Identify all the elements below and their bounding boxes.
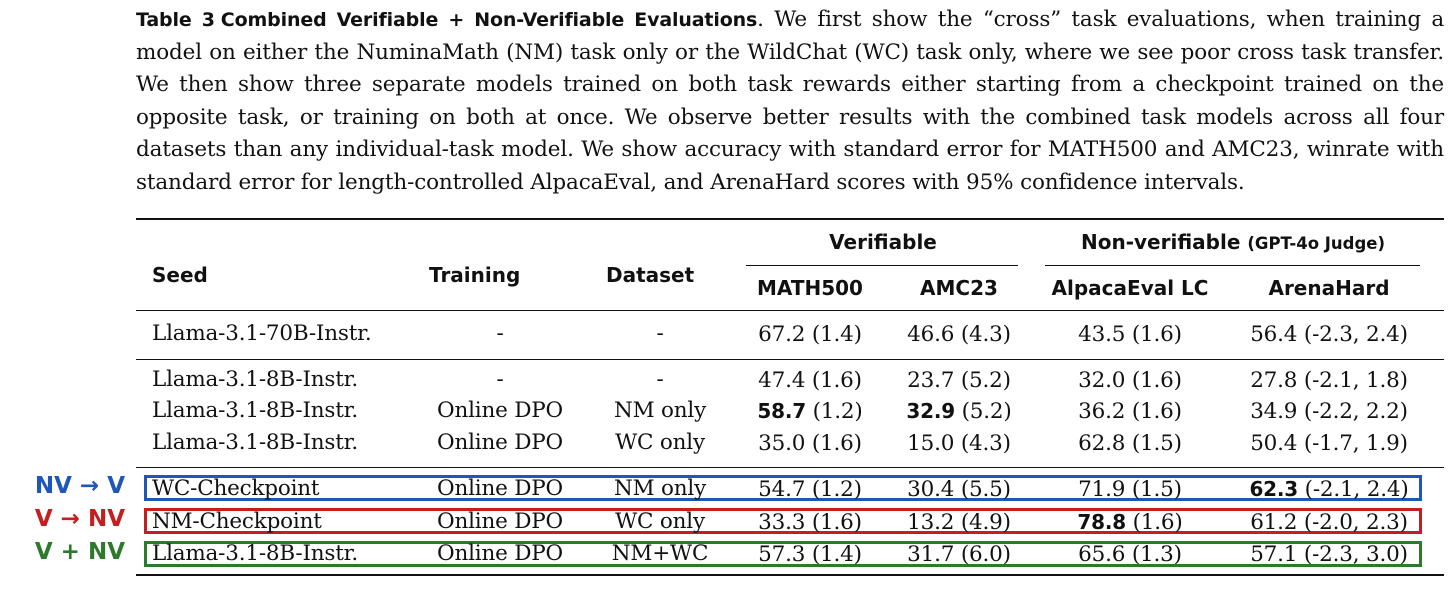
row-0-math500: 67.2 (1.4) — [758, 322, 862, 347]
header-group-nonverifiable-text: Non-verifiable — [1080, 230, 1241, 254]
row-3-dataset: WC only — [615, 430, 705, 455]
row-5-math500: 33.3 (1.6) — [758, 510, 862, 535]
header-alpacaeval: AlpacaEval LC — [1051, 276, 1209, 300]
row-4-dataset: NM only — [613, 476, 707, 501]
header-amc23: AMC23 — [920, 276, 998, 300]
row-5-amc23: 13.2 (4.9) — [907, 510, 1011, 535]
row-1-math500: 47.4 (1.6) — [758, 368, 862, 393]
row-2-dataset: NM only — [613, 398, 707, 423]
header-bottom-rule — [136, 310, 1444, 311]
row-1-amc23: 23.7 (5.2) — [907, 368, 1011, 393]
header-group-verifiable: Verifiable — [829, 230, 937, 254]
table-top-rule — [136, 218, 1444, 220]
row-4-arenahard-best: 62.3 — [1249, 477, 1299, 501]
row-6-arenahard: 57.1 (-2.3, 3.0) — [1250, 542, 1408, 567]
group-rule-2 — [136, 467, 1444, 468]
row-6-alpacaeval: 65.6 (1.3) — [1078, 542, 1182, 567]
header-group-nonverifiable-sub: (GPT-4o Judge) — [1247, 234, 1386, 253]
row-3-arenahard: 50.4 (-1.7, 1.9) — [1250, 431, 1408, 456]
row-2-training: Online DPO — [437, 398, 563, 423]
row-3-math500: 35.0 (1.6) — [758, 431, 862, 456]
row-3-amc23: 15.0 (4.3) — [907, 431, 1011, 456]
row-3-training: Online DPO — [437, 430, 563, 455]
row-4-arenahard: 62.3 (-2.1, 2.4) — [1249, 477, 1409, 502]
row-0-training: - — [496, 321, 504, 346]
header-math500: MATH500 — [757, 276, 863, 300]
nonverifiable-subrule — [1045, 265, 1420, 266]
row-6-dataset: NM+WC — [611, 541, 709, 566]
row-2-seed: Llama-3.1-8B-Instr. — [152, 398, 359, 423]
row-6-math500: 57.3 (1.4) — [758, 542, 862, 567]
header-arenahard: ArenaHard — [1268, 276, 1390, 300]
row-5-arenahard: 61.2 (-2.0, 2.3) — [1250, 510, 1408, 535]
row-6-training: Online DPO — [437, 541, 563, 566]
side-label-v-plus-nv: V + NV — [34, 539, 125, 565]
row-4-amc23: 30.4 (5.5) — [907, 477, 1011, 502]
row-1-alpacaeval: 32.0 (1.6) — [1078, 368, 1182, 393]
header-training: Training — [429, 263, 521, 287]
row-2-arenahard: 34.9 (-2.2, 2.2) — [1250, 399, 1408, 424]
header-group-nonverifiable: Non-verifiable (GPT-4o Judge) — [1081, 230, 1385, 254]
row-5-alpacaeval-best: 78.8 — [1077, 510, 1126, 534]
row-5-seed: NM-Checkpoint — [152, 509, 322, 534]
row-4-alpacaeval: 71.9 (1.5) — [1078, 477, 1182, 502]
row-0-seed: Llama-3.1-70B-Instr. — [152, 321, 372, 346]
row-6-seed: Llama-3.1-8B-Instr. — [152, 541, 359, 566]
row-5-dataset: WC only — [615, 509, 705, 534]
row-4-math500: 54.7 (1.2) — [758, 477, 862, 502]
row-6-amc23: 31.7 (6.0) — [907, 542, 1011, 567]
row-1-dataset: - — [656, 367, 664, 392]
side-label-nv-to-v: NV → V — [34, 473, 125, 499]
row-2-amc23: 32.9 (5.2) — [906, 399, 1012, 424]
row-2-math500-best: 58.7 — [757, 399, 806, 423]
table-bottom-rule — [136, 574, 1444, 576]
caption-text: . We first show the “cross” task evaluat… — [136, 7, 1445, 195]
row-0-amc23: 46.6 (4.3) — [907, 322, 1011, 347]
row-3-alpacaeval: 62.8 (1.5) — [1078, 431, 1182, 456]
header-seed: Seed — [152, 263, 208, 287]
row-5-training: Online DPO — [437, 509, 563, 534]
highlight-box-v-plus-nv — [144, 541, 1422, 567]
row-0-arenahard: 56.4 (-2.3, 2.4) — [1250, 322, 1408, 347]
row-0-alpacaeval: 43.5 (1.6) — [1078, 322, 1182, 347]
row-2-alpacaeval: 36.2 (1.6) — [1078, 399, 1182, 424]
row-2-amc23-best: 32.9 — [906, 399, 955, 423]
row-5-alpacaeval: 78.8 (1.6) — [1077, 510, 1183, 535]
table-caption: Table 3 Combined Verifiable + Non-Verifia… — [136, 4, 1444, 199]
row-1-seed: Llama-3.1-8B-Instr. — [152, 367, 359, 392]
row-2-math500: 58.7 (1.2) — [757, 399, 863, 424]
verifiable-subrule — [746, 265, 1018, 266]
row-0-dataset: - — [656, 321, 664, 346]
row-4-seed: WC-Checkpoint — [152, 476, 320, 501]
row-1-arenahard: 27.8 (-2.1, 1.8) — [1250, 368, 1408, 393]
row-4-training: Online DPO — [437, 476, 563, 501]
caption-title: Combined Verifiable + Non-Verifiable Eva… — [220, 9, 758, 31]
highlight-box-nv-to-v — [144, 475, 1422, 501]
side-label-v-to-nv: V → NV — [34, 506, 125, 532]
highlight-box-v-to-nv — [144, 508, 1422, 534]
row-3-seed: Llama-3.1-8B-Instr. — [152, 430, 359, 455]
row-1-training: - — [496, 367, 504, 392]
group-rule-1 — [136, 359, 1444, 360]
caption-label: Table 3 — [136, 9, 215, 31]
header-dataset: Dataset — [606, 263, 695, 287]
